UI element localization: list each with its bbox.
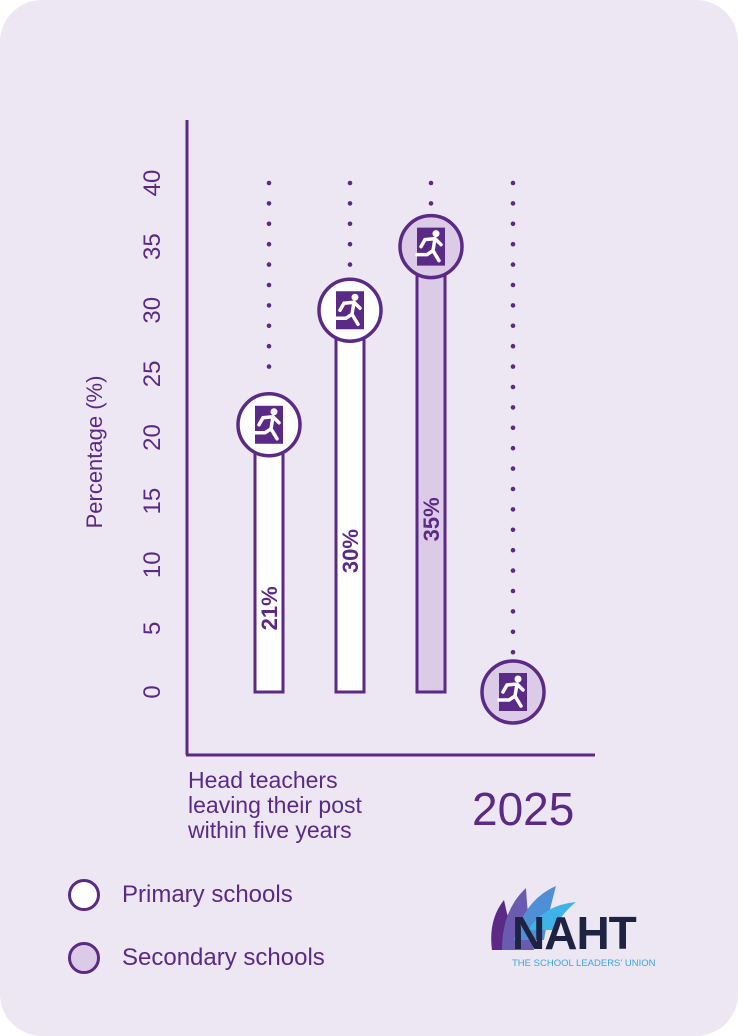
guide-dot: [510, 609, 516, 614]
guide-dot: [347, 221, 353, 227]
guide-dot: [510, 262, 516, 267]
year-label: 2025: [472, 783, 575, 835]
guide-dot: [347, 201, 353, 206]
y-tick-label: 25: [139, 361, 166, 388]
legend-swatch-primary: [68, 879, 100, 911]
guide-dot: [510, 201, 516, 206]
guide-dot: [510, 445, 516, 451]
guide-dot: [266, 343, 272, 349]
running-exit-icon: [236, 392, 302, 458]
guide-dot: [266, 364, 272, 369]
guide-dot: [510, 303, 516, 308]
guide-dot: [510, 241, 516, 247]
runner-body: [415, 236, 443, 263]
guide-dot: [266, 201, 272, 206]
y-tick-label: 35: [139, 233, 166, 260]
legend-label: Primary schools: [122, 881, 293, 908]
y-tick-label: 5: [139, 622, 166, 635]
running-exit-icon: [398, 213, 464, 280]
legend-label: Secondary schools: [122, 944, 325, 971]
bar-data-label: 30%: [338, 529, 363, 573]
guide-dot: [510, 507, 516, 512]
guide-dot: [266, 221, 272, 227]
logo-tagline: THE SCHOOL LEADERS' UNION: [512, 958, 656, 969]
y-tick-label: 15: [139, 488, 166, 515]
guide-dot: [428, 201, 434, 206]
guide-dot: [510, 384, 516, 390]
guide-dot: [510, 405, 516, 410]
guide-dot: [266, 323, 272, 329]
guide-dot: [510, 282, 516, 288]
x-label-line: leaving their post: [188, 792, 362, 818]
guide-dot: [510, 343, 516, 349]
guide-dot: [428, 180, 434, 186]
runner-head: [432, 230, 440, 238]
logo-text: NAHT: [512, 907, 637, 959]
x-label-line: within five years: [188, 817, 352, 843]
running-exit-icon: [317, 277, 383, 343]
x-label-line: Head teachers: [188, 767, 338, 793]
guide-dot: [510, 486, 516, 492]
runner-body: [334, 300, 362, 326]
bar: [415, 245, 447, 694]
legend-primary: Primary schools: [68, 879, 293, 911]
guide-dot: [510, 221, 516, 227]
bar-data-label: 21%: [257, 586, 282, 630]
runner-head: [514, 675, 522, 683]
guide-dot: [510, 568, 516, 573]
y-axis-label: Percentage (%): [82, 376, 107, 529]
naht-logo: NAHT THE SCHOOL LEADERS' UNION: [484, 880, 659, 970]
guide-dot: [266, 180, 272, 186]
guide-dot: [510, 649, 516, 655]
guide-dot: [510, 364, 516, 369]
guide-dot: [510, 466, 516, 471]
y-tick-label: 0: [139, 685, 166, 698]
bar: [253, 423, 285, 694]
guide-dot: [347, 262, 353, 267]
logo-petals-icon: [491, 886, 576, 950]
runner-head: [351, 293, 359, 301]
guide-dot: [510, 547, 516, 553]
y-tick-label: 10: [139, 551, 166, 578]
guide-dot: [347, 180, 353, 186]
y-tick-label: 20: [139, 424, 166, 451]
y-tick-label: 40: [139, 170, 166, 197]
guide-dot: [510, 527, 516, 533]
guide-dot: [266, 303, 272, 308]
runner-body: [253, 415, 281, 441]
guide-dot: [510, 629, 516, 635]
guide-dot: [266, 241, 272, 247]
legend-secondary: Secondary schools: [68, 942, 325, 974]
running-exit-icon: [480, 659, 546, 725]
bar: [334, 308, 366, 694]
guide-dot: [510, 180, 516, 186]
runner-head: [270, 408, 278, 416]
guide-dot: [347, 241, 353, 247]
y-tick-label: 30: [139, 297, 166, 324]
x-axis-label: Head teachers leaving their post within …: [188, 768, 362, 843]
guide-dot: [510, 425, 516, 431]
bar-data-label: 35%: [419, 497, 444, 541]
guide-dot: [510, 588, 516, 594]
guide-dot: [510, 323, 516, 329]
legend-swatch-secondary: [68, 942, 100, 974]
runner-body: [497, 682, 525, 708]
guide-dot: [266, 282, 272, 288]
guide-dot: [266, 262, 272, 267]
